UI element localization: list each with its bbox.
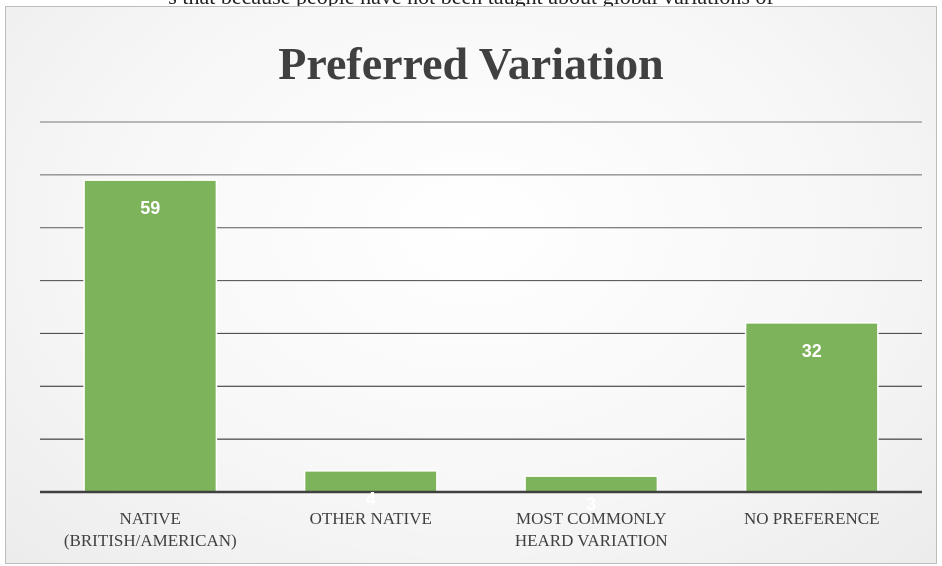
x-tick-label: OTHER NATIVE <box>310 509 432 528</box>
preceding-document-text: s that because people have not been taug… <box>0 0 942 8</box>
chart-title: Preferred Variation <box>278 38 664 89</box>
data-label: 3 <box>586 494 596 514</box>
x-tick-labels: NATIVE (BRITISH/AMERICAN) OTHER NATIVE MOST… <box>64 509 880 550</box>
x-tick-label: NO PREFERENCE <box>744 509 880 528</box>
x-tick-label: (BRITISH/AMERICAN) <box>64 531 237 550</box>
x-tick-label: NATIVE <box>120 509 181 528</box>
data-label: 59 <box>140 198 160 218</box>
bars <box>83 179 879 493</box>
data-labels: 59 4 3 32 <box>140 198 822 514</box>
data-label: 4 <box>366 489 376 509</box>
data-label: 32 <box>802 341 822 361</box>
bar <box>83 179 218 493</box>
bar <box>524 475 659 493</box>
x-tick-label: MOST COMMONLY <box>516 509 667 528</box>
x-tick-label: HEARD VARIATION <box>515 531 668 550</box>
